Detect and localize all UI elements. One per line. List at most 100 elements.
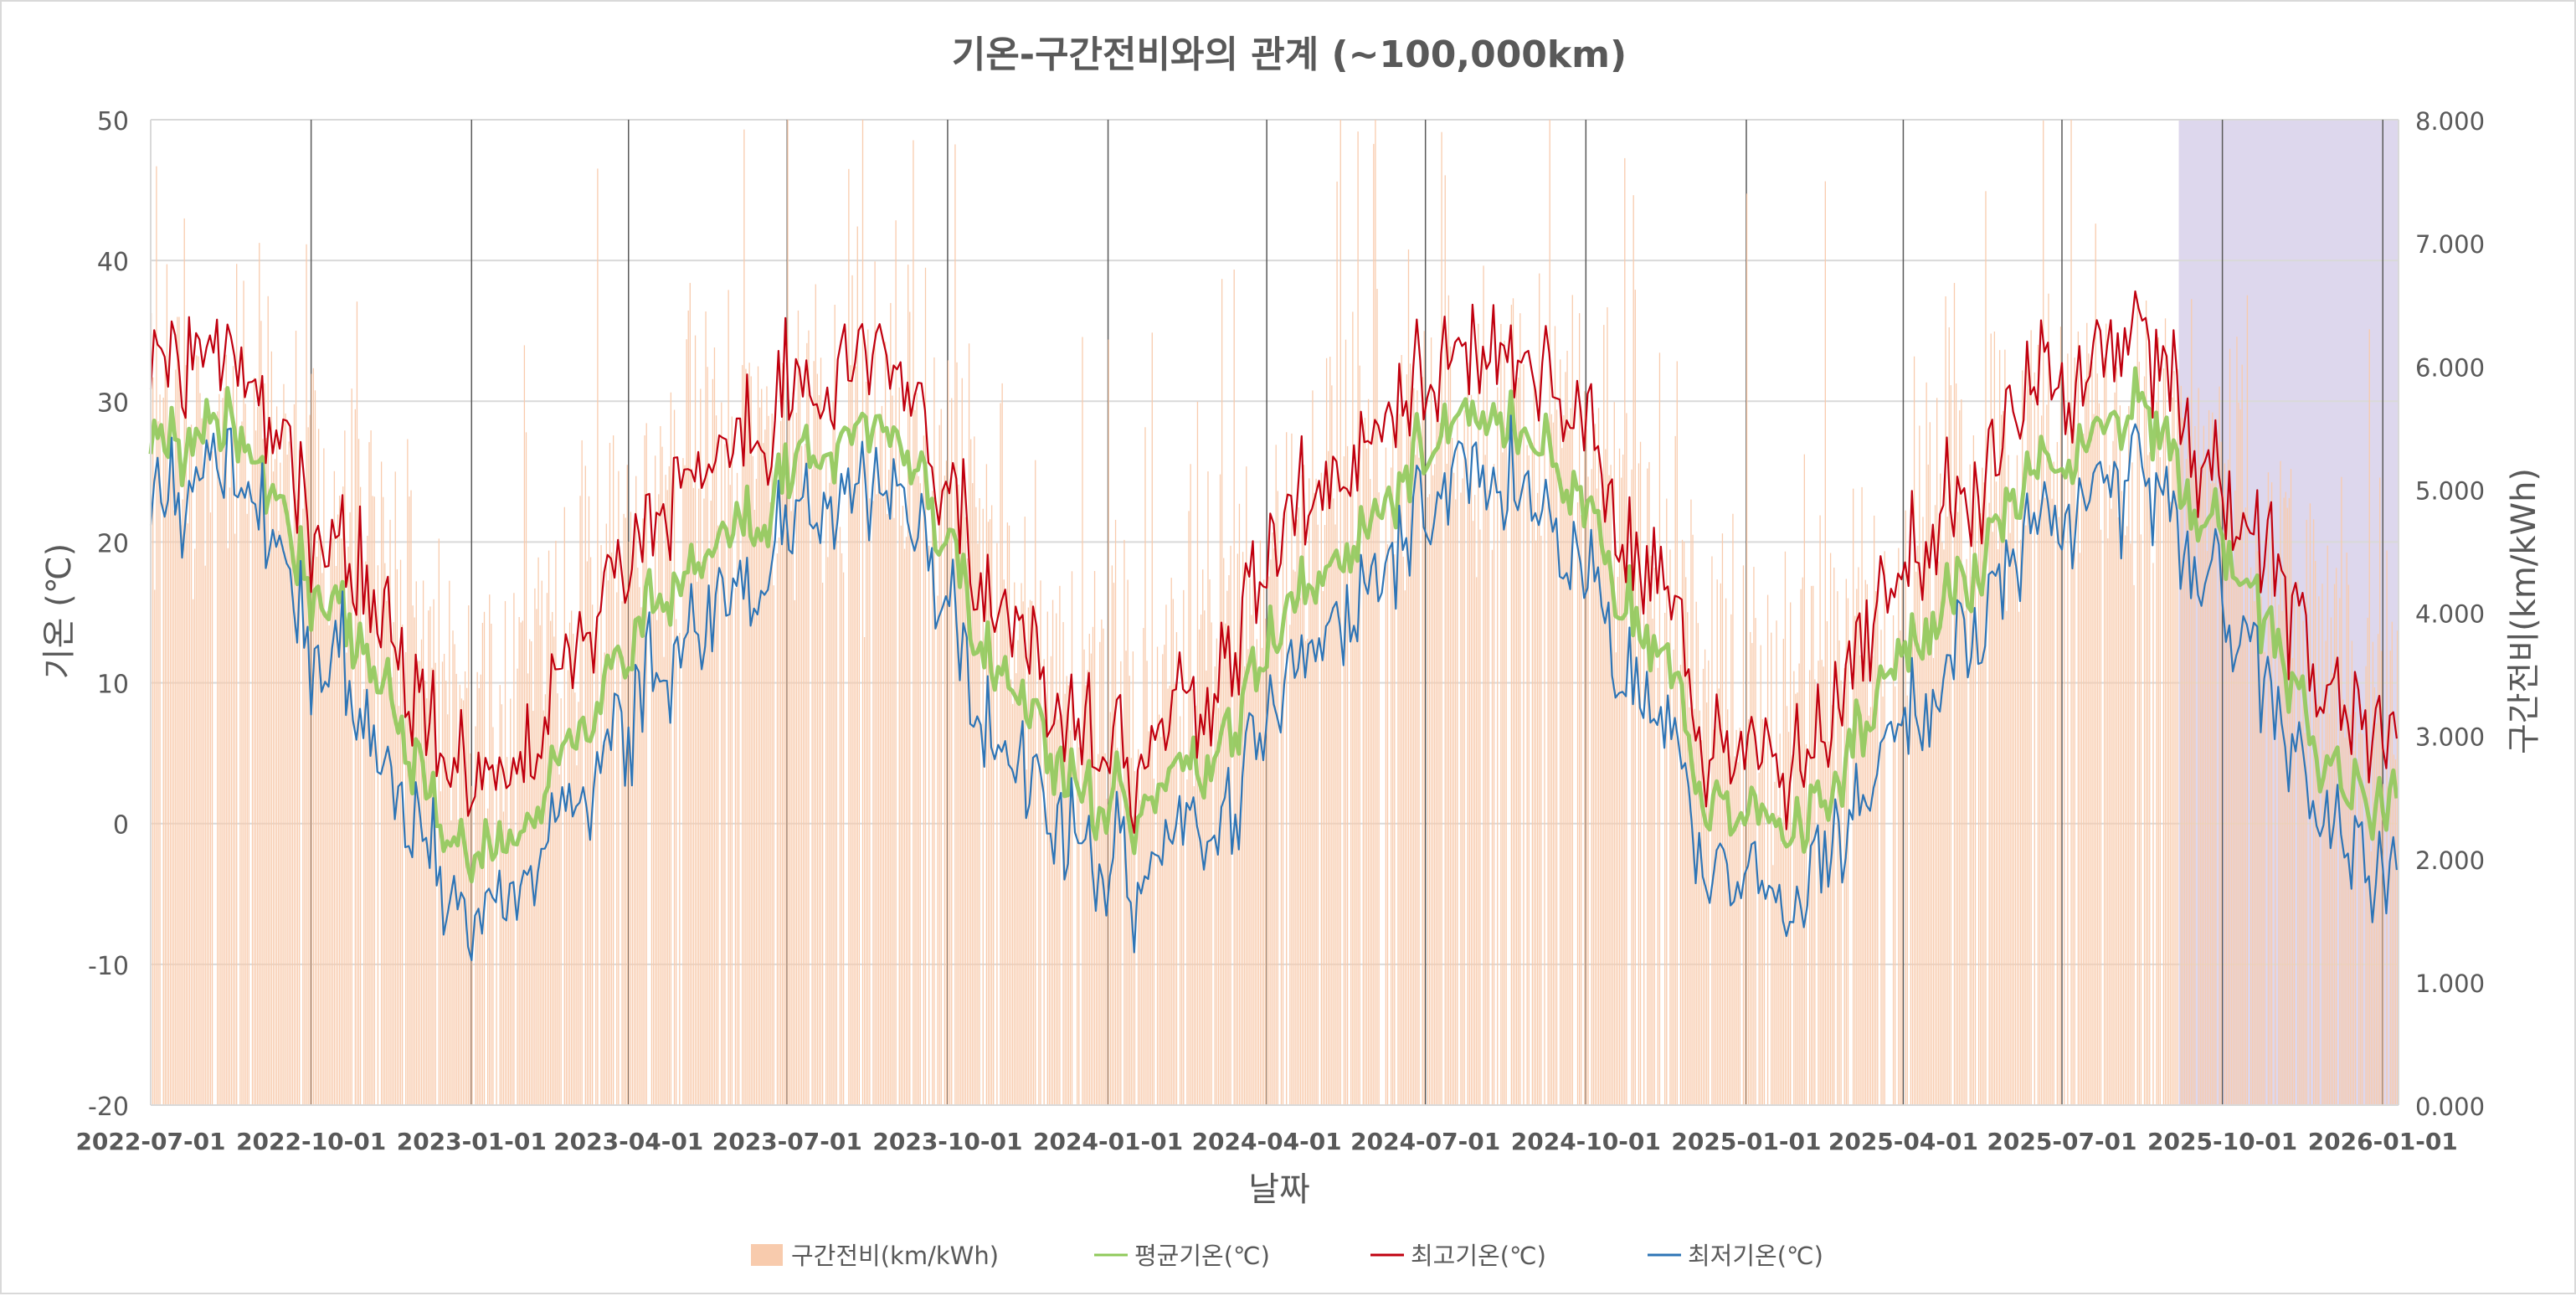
efficiency-bar [882, 497, 885, 1105]
efficiency-bar [1859, 655, 1861, 1105]
efficiency-bar [712, 378, 714, 1105]
efficiency-bar [2138, 362, 2140, 1106]
efficiency-bar [2018, 611, 2020, 1105]
efficiency-bar [692, 487, 695, 1105]
efficiency-bar [2136, 298, 2138, 1105]
efficiency-bar [1474, 495, 1476, 1105]
efficiency-bar [2285, 491, 2286, 1105]
efficiency-bar [499, 685, 501, 1105]
efficiency-bar [1026, 769, 1027, 1105]
efficiency-bar [811, 469, 813, 1105]
efficiency-bar [419, 661, 421, 1105]
efficiency-bar [609, 442, 611, 1105]
efficiency-bar [1225, 623, 1226, 1105]
efficiency-bar [2212, 412, 2214, 1105]
efficiency-bar [1798, 663, 1800, 1105]
efficiency-bar [1584, 391, 1586, 1106]
efficiency-bar [724, 444, 726, 1105]
efficiency-bar [2185, 459, 2188, 1105]
efficiency-bar [1437, 410, 1439, 1105]
efficiency-bar [2116, 368, 2117, 1106]
efficiency-bar [246, 513, 248, 1105]
efficiency-bar [584, 465, 586, 1105]
efficiency-bar [792, 393, 794, 1105]
efficiency-bar [384, 563, 386, 1105]
efficiency-bar [893, 517, 895, 1105]
efficiency-bar [1331, 385, 1333, 1105]
efficiency-bar [2299, 603, 2301, 1105]
efficiency-bar [1871, 656, 1874, 1105]
efficiency-bar [386, 600, 388, 1105]
efficiency-bar [753, 509, 756, 1105]
efficiency-bar [993, 626, 995, 1105]
efficiency-bar [1056, 613, 1057, 1105]
efficiency-bar [1354, 558, 1355, 1105]
efficiency-bar [1763, 741, 1766, 1105]
efficiency-bar [1576, 502, 1579, 1105]
efficiency-bar [1367, 399, 1370, 1106]
efficiency-bar [328, 625, 330, 1105]
efficiency-bar [1265, 618, 1267, 1105]
efficiency-bar [1620, 477, 1622, 1105]
efficiency-bar [2019, 539, 2022, 1105]
efficiency-bar [1307, 638, 1309, 1105]
efficiency-bar [972, 483, 974, 1105]
efficiency-bar [779, 420, 782, 1105]
efficiency-bar [954, 144, 956, 1105]
efficiency-bar [1324, 525, 1326, 1105]
efficiency-bar [1587, 476, 1589, 1105]
efficiency-bar [958, 484, 959, 1105]
efficiency-bar [758, 407, 761, 1105]
efficiency-bar [1671, 728, 1673, 1105]
efficiency-bar [1652, 618, 1653, 1105]
efficiency-bar [1571, 295, 1573, 1105]
efficiency-bar [2117, 517, 2119, 1105]
efficiency-bar [1742, 565, 1745, 1105]
efficiency-bar [1924, 558, 1926, 1105]
efficiency-bar [159, 394, 161, 1105]
efficiency-bar [326, 610, 328, 1105]
efficiency-bar [1137, 748, 1139, 1105]
efficiency-bar [1624, 157, 1626, 1106]
efficiency-bar [546, 593, 548, 1105]
efficiency-bar [157, 421, 159, 1106]
y-left-tick-label: 40 [97, 248, 129, 277]
efficiency-bar [1959, 410, 1961, 1106]
efficiency-bar [2234, 490, 2236, 1105]
x-tick-label: 2025-10-01 [2147, 1128, 2297, 1155]
legend-label-max: 최고기온(℃) [1411, 1242, 1546, 1270]
efficiency-bar [933, 357, 935, 1105]
efficiency-bar [597, 168, 599, 1105]
efficiency-bar [1653, 567, 1655, 1105]
efficiency-bar [1718, 688, 1720, 1105]
efficiency-bar [745, 368, 747, 1105]
efficiency-bar [357, 439, 360, 1105]
efficiency-bar [816, 373, 819, 1106]
efficiency-bar [2339, 598, 2341, 1105]
efficiency-bar [1695, 601, 1697, 1105]
efficiency-bar [1491, 549, 1494, 1105]
efficiency-bars [151, 120, 2399, 1106]
efficiency-bar [951, 398, 953, 1105]
efficiency-bar [1626, 413, 1627, 1105]
efficiency-bar [818, 394, 820, 1105]
efficiency-bar [1057, 719, 1059, 1105]
efficiency-bar [255, 430, 257, 1105]
efficiency-bar [460, 698, 463, 1105]
efficiency-bar [856, 226, 858, 1105]
efficiency-bar [642, 518, 644, 1105]
efficiency-bar [1132, 651, 1134, 1105]
efficiency-bar [431, 667, 433, 1105]
efficiency-bar [1355, 540, 1357, 1105]
efficiency-bar [536, 609, 537, 1105]
efficiency-bar [260, 321, 262, 1105]
efficiency-bar [2103, 357, 2106, 1105]
efficiency-bar [1510, 305, 1513, 1105]
efficiency-bar [1343, 456, 1345, 1105]
efficiency-bar [537, 557, 539, 1105]
efficiency-bar [523, 345, 526, 1105]
efficiency-bar [2381, 651, 2383, 1105]
efficiency-bar [2246, 295, 2249, 1106]
efficiency-bar [346, 652, 347, 1105]
efficiency-bar [1910, 639, 1912, 1105]
